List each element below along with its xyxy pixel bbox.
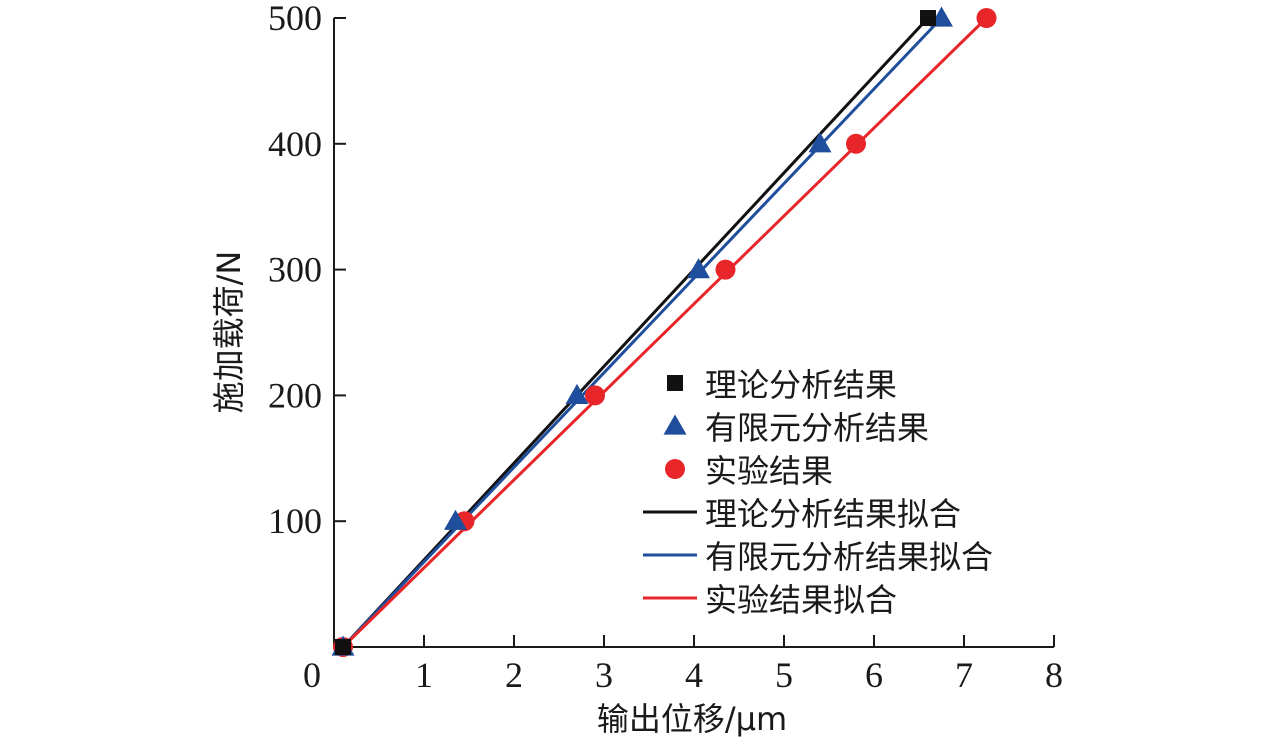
legend-marker-circle xyxy=(665,459,685,479)
legend-item: 理论分析结果拟合 xyxy=(643,495,961,533)
data-point-circle xyxy=(846,133,866,154)
data-point-circle xyxy=(715,259,736,280)
legend-item: 有限元分析结果 xyxy=(663,409,929,447)
legend-marker-square xyxy=(667,375,683,391)
ticks: 0 1 2 3 4 5 6 7 8 100 200 300 400 500 xyxy=(268,0,1063,695)
x-tick-label: 8 xyxy=(1045,655,1063,695)
data-point-square xyxy=(335,639,351,655)
x-tick-label: 6 xyxy=(865,655,883,695)
x-axis-title: 输出位移/μm xyxy=(597,700,787,738)
legend-item: 理论分析结果 xyxy=(667,366,897,404)
series-line-4 xyxy=(341,16,943,649)
legend-item: 有限元分析结果拟合 xyxy=(643,538,993,576)
series-lines xyxy=(341,16,988,649)
series-markers xyxy=(331,6,997,657)
x-tick-label: 4 xyxy=(685,655,703,695)
legend-label: 理论分析结果 xyxy=(705,366,897,404)
legend-item: 实验结果拟合 xyxy=(643,581,897,619)
x-tick-label: 2 xyxy=(505,655,523,695)
data-point-triangle xyxy=(808,132,832,153)
y-axis-title: 施加载荷/N xyxy=(210,251,248,414)
data-point-circle xyxy=(585,385,605,406)
x-tick-label: 5 xyxy=(775,655,793,695)
y-tick-label: 400 xyxy=(268,124,322,164)
y-tick-label: 500 xyxy=(268,0,322,38)
legend-marker-triangle xyxy=(663,414,687,435)
legend-label: 实验结果 xyxy=(705,452,833,490)
legend-label: 实验结果拟合 xyxy=(705,581,897,619)
x-tick-label: 0 xyxy=(303,655,321,695)
x-tick-label: 7 xyxy=(955,655,973,695)
y-tick-label: 100 xyxy=(268,501,322,541)
y-tick-label: 300 xyxy=(268,250,322,290)
x-tick-label: 1 xyxy=(415,655,433,695)
legend-label: 有限元分析结果拟合 xyxy=(705,538,993,576)
legend-label: 理论分析结果拟合 xyxy=(705,495,961,533)
data-point-circle xyxy=(976,8,997,28)
x-tick-label: 3 xyxy=(595,655,613,695)
data-point-triangle xyxy=(687,258,710,279)
data-point-triangle xyxy=(565,383,589,405)
data-point-triangle xyxy=(444,509,467,530)
legend-item: 实验结果 xyxy=(665,452,833,490)
series-line-3 xyxy=(341,16,930,649)
legend-label: 有限元分析结果 xyxy=(705,409,929,447)
data-point-square xyxy=(920,10,936,26)
series-line-5 xyxy=(341,16,988,649)
y-tick-label: 200 xyxy=(268,375,322,415)
